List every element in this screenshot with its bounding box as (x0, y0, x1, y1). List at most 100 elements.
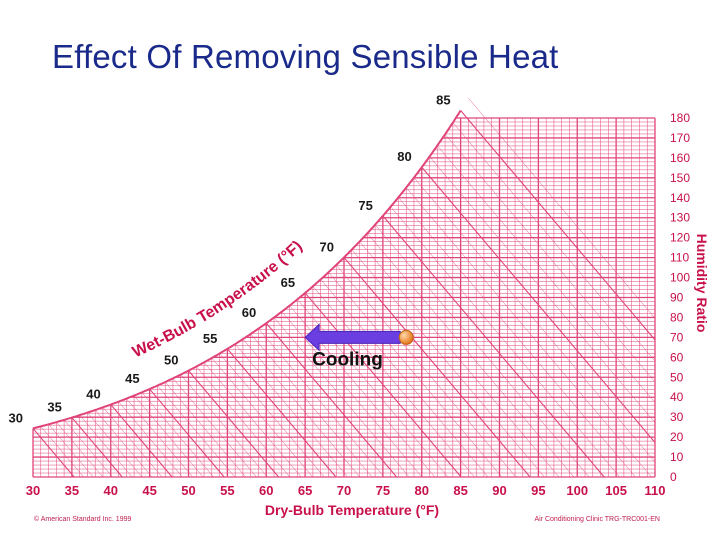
wet-bulb-line-minor (157, 385, 236, 478)
wet-bulb-line-minor (118, 401, 183, 478)
wet-bulb-line-minor (390, 206, 620, 478)
y-tick-label: 0 (670, 470, 677, 484)
wet-bulb-line-minor (219, 353, 325, 478)
wet-bulb-line-minor (196, 366, 291, 478)
x-tick-label: 65 (298, 483, 312, 498)
x-tick-label: 100 (566, 483, 588, 498)
wet-bulb-line-minor (452, 122, 656, 362)
wet-bulb-line-minor (48, 424, 94, 478)
wet-bulb-line-major (304, 292, 462, 478)
wet-bulb-line-minor (413, 177, 656, 463)
y-tick-label: 180 (670, 111, 690, 125)
saturation-curve-line (32, 109, 462, 430)
wet-bulb-line-minor (297, 299, 449, 478)
y-tick-label: 10 (670, 450, 684, 464)
x-tick-labels: 30 35 40 45 50 55 60 65 70 75 80 85 90 95 100 105 110 (26, 483, 666, 498)
wet-bulb-line-minor (437, 145, 656, 403)
wet-bulb-line-minor (102, 407, 163, 478)
wet-bulb-label: 80 (397, 149, 411, 164)
wet-bulb-line-minor (126, 398, 193, 478)
x-tick-label: 95 (531, 483, 545, 498)
y-tick-label: 60 (670, 350, 684, 364)
saturation-curve (32, 109, 462, 430)
wet-bulb-line-minor (133, 395, 204, 478)
wet-bulb-line-major (265, 322, 398, 478)
wet-bulb-line-minor (336, 264, 517, 478)
cooling-process: Cooling (304, 323, 414, 370)
x-tick-label: 75 (376, 483, 390, 498)
wet-bulb-label: 45 (125, 371, 139, 386)
wet-bulb-line-minor (273, 317, 410, 478)
y-tick-label: 90 (670, 291, 684, 305)
wet-bulb-label: 70 (320, 239, 334, 254)
x-tick-label: 90 (492, 483, 506, 498)
y-tick-label: 70 (670, 330, 684, 344)
wet-bulb-line-major (188, 370, 280, 478)
cooling-label: Cooling (312, 349, 383, 370)
x-tick-label: 80 (415, 483, 429, 498)
wet-bulb-line-major (460, 110, 656, 341)
wet-bulb-line-major (110, 404, 173, 478)
course-footer: Air Conditioning Clinic TRG-TRC001-EN (534, 516, 660, 523)
wet-bulb-line-minor (328, 272, 503, 478)
wet-bulb-line-minor (141, 392, 214, 478)
x-tick-label: 30 (26, 483, 40, 498)
wet-bulb-line-minor (56, 422, 103, 478)
wet-bulb-label: 55 (203, 331, 217, 346)
wet-bulb-label: 35 (47, 400, 61, 415)
page-title: Effect Of Removing Sensible Heat (52, 38, 559, 75)
y-tick-label: 130 (670, 211, 690, 225)
y-tick-label: 40 (670, 390, 684, 404)
wet-bulb-label: 65 (281, 275, 295, 290)
wet-bulb-line-major (226, 348, 337, 478)
y-tick-label: 50 (670, 370, 684, 384)
y-tick-label: 110 (670, 251, 689, 265)
wet-bulb-line-minor (242, 338, 360, 478)
x-tick-label: 85 (453, 483, 467, 498)
wet-bulb-label: 75 (358, 198, 372, 213)
wet-bulb-line-major (32, 428, 75, 478)
wet-bulb-line-minor (165, 381, 246, 478)
wet-bulb-line-minor (258, 328, 385, 478)
wet-bulb-line-major (149, 388, 225, 478)
wet-bulb-line-major (71, 417, 123, 478)
x-tick-label: 50 (181, 483, 195, 498)
y-tick-label: 80 (670, 310, 684, 324)
wet-bulb-line-minor (398, 197, 636, 478)
wet-bulb-line-minor (351, 249, 545, 478)
x-tick-label: 45 (142, 483, 156, 498)
state-point (398, 329, 414, 345)
wet-bulb-line-minor (172, 378, 257, 478)
y-tick-label: 120 (670, 231, 690, 245)
wet-bulb-line-major (382, 215, 605, 478)
wet-bulb-line-minor (95, 409, 153, 478)
x-axis-label: Dry-Bulb Temperature (°F) (265, 502, 439, 518)
x-tick-label: 55 (220, 483, 234, 498)
wet-bulb-lines (32, 97, 656, 478)
y-tick-label: 160 (670, 151, 690, 165)
wet-bulb-label: 40 (86, 387, 100, 402)
y-tick-label: 20 (670, 430, 684, 444)
y-tick-label: 30 (670, 410, 684, 424)
x-tick-label: 70 (337, 483, 351, 498)
wet-bulb-label: 30 (9, 410, 23, 425)
wet-bulb-line-minor (87, 412, 143, 478)
y-axis-label: Humidity Ratio (694, 234, 710, 333)
wet-bulb-line-minor (374, 224, 590, 478)
wet-bulb-line-minor (180, 374, 268, 478)
cooling-arrow (304, 323, 401, 352)
y-tick-label: 140 (670, 191, 690, 205)
wet-bulb-line-minor (359, 241, 560, 478)
wet-bulb-line-major (343, 257, 531, 478)
wet-bulb-line-minor (312, 286, 475, 478)
wet-bulb-line-minor (234, 343, 348, 478)
wet-bulb-line-minor (250, 333, 373, 478)
wet-bulb-line-major (421, 166, 656, 443)
wet-bulb-line-minor (468, 97, 656, 319)
wet-bulb-line-minor (367, 233, 575, 478)
x-tick-label: 60 (259, 483, 273, 498)
x-tick-label: 110 (645, 483, 666, 498)
wet-bulb-label: 85 (436, 93, 450, 108)
y-tick-label: 150 (670, 171, 690, 185)
